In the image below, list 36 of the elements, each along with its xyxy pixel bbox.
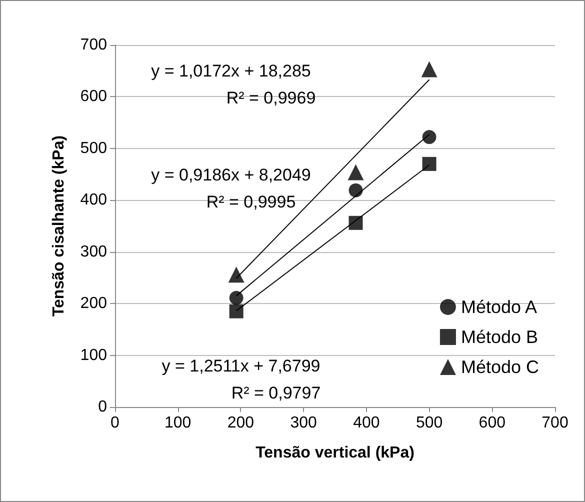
point: [229, 290, 244, 305]
legend-label: Método B: [460, 327, 538, 347]
annotation: R² = 0,9969: [226, 88, 316, 108]
y-tick-label: 100: [80, 346, 108, 364]
x-tick-label: 300: [290, 414, 318, 432]
x-tick-label: 200: [227, 414, 254, 432]
y-tick-label: 200: [80, 295, 108, 312]
annotation: R² = 0,9797: [231, 384, 321, 402]
point: [229, 304, 244, 318]
x-tick-label: 0: [110, 414, 120, 432]
point: [421, 61, 438, 78]
annotation: y = 0,9186x + 8,2049: [151, 166, 311, 184]
annotation: y = 1,2511x + 7,6799: [162, 356, 320, 376]
y-tick-label: 500: [80, 140, 108, 157]
x-tick-label: 600: [478, 414, 506, 432]
annotation: R² = 0,9995: [206, 192, 296, 212]
x-axis-title: Tensão vertical (kPa): [256, 444, 414, 462]
legend-label: Método A: [460, 297, 538, 317]
y-tick-label: 0: [98, 398, 108, 416]
x-tick-label: 400: [353, 414, 380, 432]
y-tick-label: 400: [80, 192, 108, 209]
point: [348, 216, 363, 230]
point: [348, 164, 364, 180]
y-tick-label: 700: [80, 36, 108, 54]
annotation: y = 1,0172x + 18,285: [151, 62, 311, 80]
x-tick-label: 500: [416, 414, 443, 432]
x-tick-label: 100: [164, 414, 192, 432]
y-tick-label: 600: [80, 88, 108, 106]
legend-label: Método C: [460, 357, 540, 377]
point: [422, 156, 436, 171]
point: [422, 130, 436, 144]
y-tick-label: 300: [80, 243, 108, 260]
point: [228, 266, 244, 283]
y-axis-title: Tensão cisalhante (kPa): [50, 135, 68, 317]
point: [348, 183, 363, 198]
x-tick-label: 700: [542, 414, 568, 432]
